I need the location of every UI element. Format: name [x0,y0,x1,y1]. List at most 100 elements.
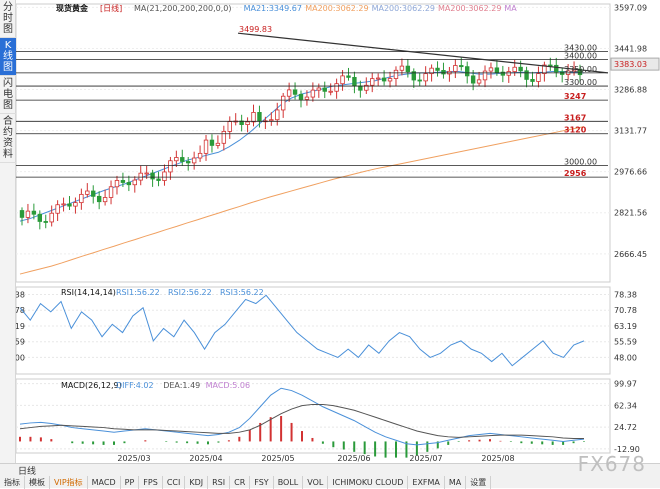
x-tick-label: 2025/08 [481,454,514,463]
indicator-tab-13[interactable]: ICHIMOKU CLOUD [328,476,409,489]
sidebar-tab-2[interactable]: 闪电图 [0,76,16,114]
candle-body [19,210,25,218]
period-label[interactable]: 日线 [18,467,37,477]
candle-body [488,67,494,72]
candle-body [405,65,411,73]
indicator-tab-10[interactable]: FSY [250,476,274,489]
macd-y-tick: 99.97 [614,380,637,389]
candle-body [186,161,191,164]
candle-body [542,64,547,75]
bottom-toolbar: 日线 指标 模板 VIP指标 MACD PP FPS CCI KDJ RSI CR FSY BOLL V… [0,463,660,489]
indicator-tab-11[interactable]: BOLL [274,476,304,489]
candle-body [577,68,583,76]
level-label: 3247 [564,92,586,101]
rsi-legend-entry: RSI2:56.22 [168,288,212,297]
candle-body [506,71,511,76]
candle-body [203,139,209,154]
indicator-tab-1[interactable]: 模板 [25,476,50,489]
indicator-tab-12[interactable]: VOL [303,476,329,489]
rsi-y-tick: 55.59 [614,338,637,347]
candle-body [209,139,215,146]
rsi-y-tick-left: 70.78 [16,306,25,315]
candle-body [441,70,446,75]
indicator-tab-0[interactable]: 指标 [0,476,25,489]
candle-body [453,65,458,72]
rsi-y-tick: 70.78 [614,306,637,315]
macd-legend-entry: MACD:5.06 [206,381,251,390]
indicator-tab-16[interactable]: 设置 [466,476,492,489]
legend-entry: MA200:3062.29 [438,4,501,13]
candle-body [79,193,84,204]
x-tick-label: 2025/05 [261,454,294,463]
candle-body [114,180,120,188]
level-label: 3300.00 [564,78,597,87]
candle-body [144,172,149,175]
candle-body [387,78,393,82]
indicator-tab-7[interactable]: KDJ [185,476,209,489]
candle-body [399,65,405,71]
macd-y-tick: 24.72 [614,423,637,432]
indicator-tab-row: 指标 模板 VIP指标 MACD PP FPS CCI KDJ RSI CR FSY BOLL VOL I… [0,476,660,489]
candle-body [286,89,292,97]
candle-body [352,76,357,87]
candle-body [465,66,470,77]
x-tick-label: 2025/06 [337,454,370,463]
candle-body [168,160,173,173]
indicator-tab-8[interactable]: RSI [208,476,231,489]
chart-area[interactable]: 3597.09 3441.98 3286.88 3131.77 2976.66 2821.… [16,0,660,463]
candle-body [108,186,114,198]
candle-body [423,73,428,82]
candle-body [91,190,96,197]
macd-dea-line [19,403,584,440]
candle-body [251,112,256,123]
candle-body [138,172,143,181]
macd-diff-line [19,387,585,446]
candle-body [197,152,203,159]
indicator-tab-9[interactable]: CR [230,476,251,489]
main-y-tick: 3131.77 [614,127,647,136]
candle-body [411,71,416,81]
candle-body [120,180,126,183]
candle-body [417,79,422,82]
sidebar-tab-0[interactable]: 分时图 [0,0,16,38]
x-axis-group: 2025/03 2025/04 2025/05 2025/06 2025/07 2025/… [117,454,514,463]
sidebar-tab-3[interactable]: 合约资料 [0,114,16,163]
candle-body [512,66,517,72]
candle-body [191,157,197,164]
legend-entry: MA21:3349.67 [244,4,302,13]
candle-body [132,179,137,186]
candle-body [310,89,316,98]
indicator-tab-3[interactable]: MACD [88,476,121,489]
main-y-tick: 2666.45 [614,250,647,259]
candle-body [554,64,559,73]
macd-title: MACD(26,12,9) [61,381,122,390]
legend-entry: MA200:3062.29 [305,4,368,13]
indicator-tab-2[interactable]: VIP指标 [50,476,88,489]
candle-body [470,75,476,84]
candle-body [156,178,161,181]
rsi-y-tick-left: 48.00 [16,353,25,362]
candle-body [340,75,345,85]
candle-body [548,64,553,67]
candle-body [530,79,535,82]
indicator-tab-4[interactable]: PP [121,476,140,489]
candle-body [61,203,66,206]
rsi-y-tick: 63.19 [614,322,637,331]
indicator-tab-14[interactable]: EXFMA [408,476,445,489]
candle-body [174,157,179,162]
indicator-tab-5[interactable]: FPS [139,476,163,489]
main-chart-group: 3597.09 3441.98 3286.88 3131.77 2976.66 2821.… [16,3,660,283]
candle-body [322,87,327,92]
candle-body [358,85,363,91]
rsi-plot-frame [16,286,611,375]
x-tick-label: 2025/03 [117,454,150,463]
macd-legend-entry: DEA:1.49 [163,381,200,390]
candle-body [126,182,132,186]
indicator-tab-15[interactable]: MA [445,476,467,489]
candle-body [43,221,48,223]
chart-title: 现货黄金 [56,3,89,13]
indicator-tab-6[interactable]: CCI [163,476,186,489]
rsi-y-tick: 48.00 [614,353,637,362]
